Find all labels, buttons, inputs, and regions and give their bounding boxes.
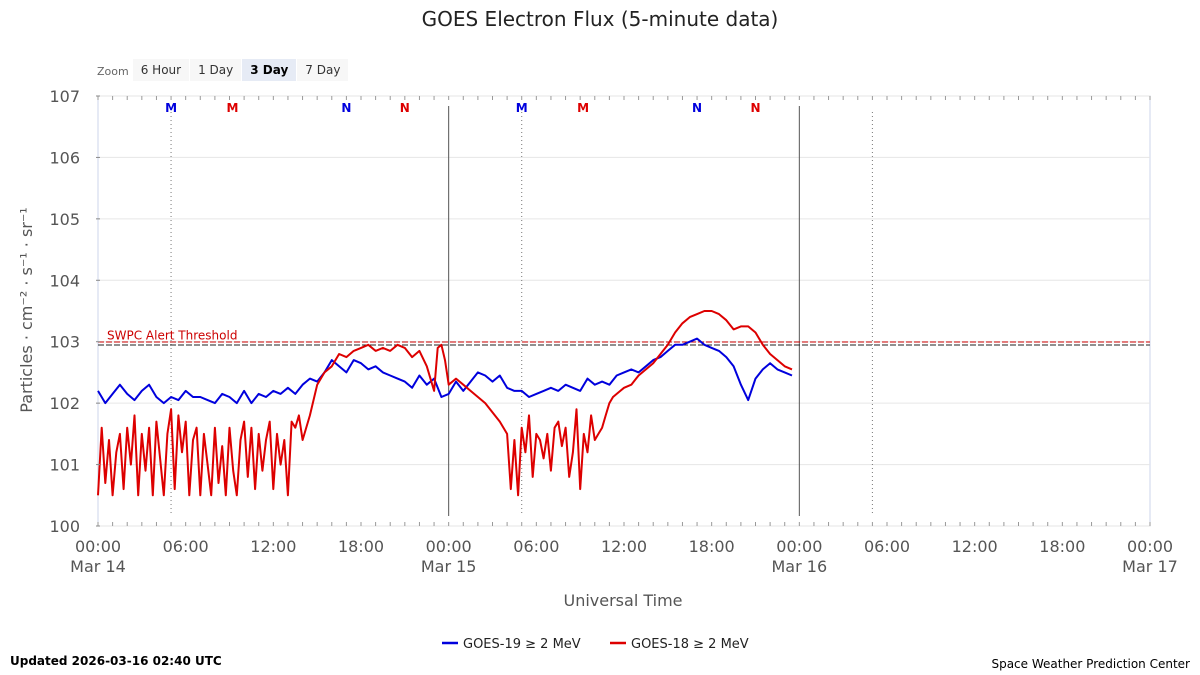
- x-tick-time: 12:00: [250, 537, 296, 556]
- x-axis-label: Universal Time: [563, 591, 682, 610]
- marker-m-goes18: M: [226, 101, 238, 115]
- x-tick-time: 00:00: [426, 537, 472, 556]
- x-tick-time: 18:00: [689, 537, 735, 556]
- chart-title: GOES Electron Flux (5-minute data): [422, 7, 779, 31]
- y-tick-label: 104: [49, 271, 80, 290]
- series-line-goes18: [97, 310, 793, 497]
- zoom-3-day-button[interactable]: 3 Day: [242, 59, 297, 81]
- x-tick-time: 06:00: [513, 537, 559, 556]
- zoom-controls: Zoom 6 Hour 1 Day 3 Day 7 Day: [97, 59, 349, 81]
- x-tick-time: 00:00: [1127, 537, 1173, 556]
- x-tick-time: 18:00: [1039, 537, 1085, 556]
- y-tick-label: 101: [49, 456, 80, 475]
- y-tick-label: 105: [49, 210, 80, 229]
- y-tick-label: 102: [49, 394, 80, 413]
- series-line-goes19: [97, 337, 793, 405]
- zoom-1-day-button[interactable]: 1 Day: [190, 59, 242, 81]
- y-tick-label: 106: [49, 148, 80, 167]
- x-tick-time: 00:00: [75, 537, 121, 556]
- y-tick-label: 103: [49, 333, 80, 352]
- zoom-6-hour-button[interactable]: 6 Hour: [132, 59, 190, 81]
- marker-m-goes18: M: [577, 101, 589, 115]
- marker-n-goes18: N: [750, 101, 760, 115]
- x-tick-date: Mar 17: [1122, 557, 1178, 576]
- x-tick-date: Mar 16: [772, 557, 828, 576]
- zoom-7-day-button[interactable]: 7 Day: [297, 59, 349, 81]
- x-tick-date: Mar 14: [70, 557, 126, 576]
- x-tick-time: 18:00: [338, 537, 384, 556]
- marker-n-goes19: N: [341, 101, 351, 115]
- plot-area: [97, 95, 1151, 527]
- x-tick-time: 12:00: [601, 537, 647, 556]
- marker-m-goes19: M: [516, 101, 528, 115]
- legend-item-goes19[interactable]: GOES-19 ≥ 2 MeV: [463, 637, 581, 652]
- x-tick-time: 06:00: [163, 537, 209, 556]
- legend: GOES-19 ≥ 2 MeV GOES-18 ≥ 2 MeV: [442, 637, 749, 652]
- series-goes18: [97, 310, 793, 497]
- zoom-label: Zoom: [97, 64, 129, 78]
- threshold-label: SWPC Alert Threshold: [107, 329, 237, 343]
- marker-m-goes19: M: [165, 101, 177, 115]
- marker-n-goes19: N: [692, 101, 702, 115]
- credit-text: Space Weather Prediction Center: [991, 657, 1190, 671]
- y-tick-label: 100: [49, 517, 80, 536]
- series-goes19: [97, 337, 793, 405]
- y-axis-label: Particles · cm⁻² · s⁻¹ · sr⁻¹: [17, 207, 36, 412]
- x-tick-date: Mar 15: [421, 557, 477, 576]
- marker-n-goes18: N: [400, 101, 410, 115]
- y-tick-label: 107: [49, 87, 80, 106]
- x-tick-time: 00:00: [776, 537, 822, 556]
- x-tick-time: 06:00: [864, 537, 910, 556]
- updated-timestamp: Updated 2026-03-16 02:40 UTC: [10, 654, 222, 668]
- legend-item-goes18[interactable]: GOES-18 ≥ 2 MeV: [631, 637, 749, 652]
- x-tick-time: 12:00: [952, 537, 998, 556]
